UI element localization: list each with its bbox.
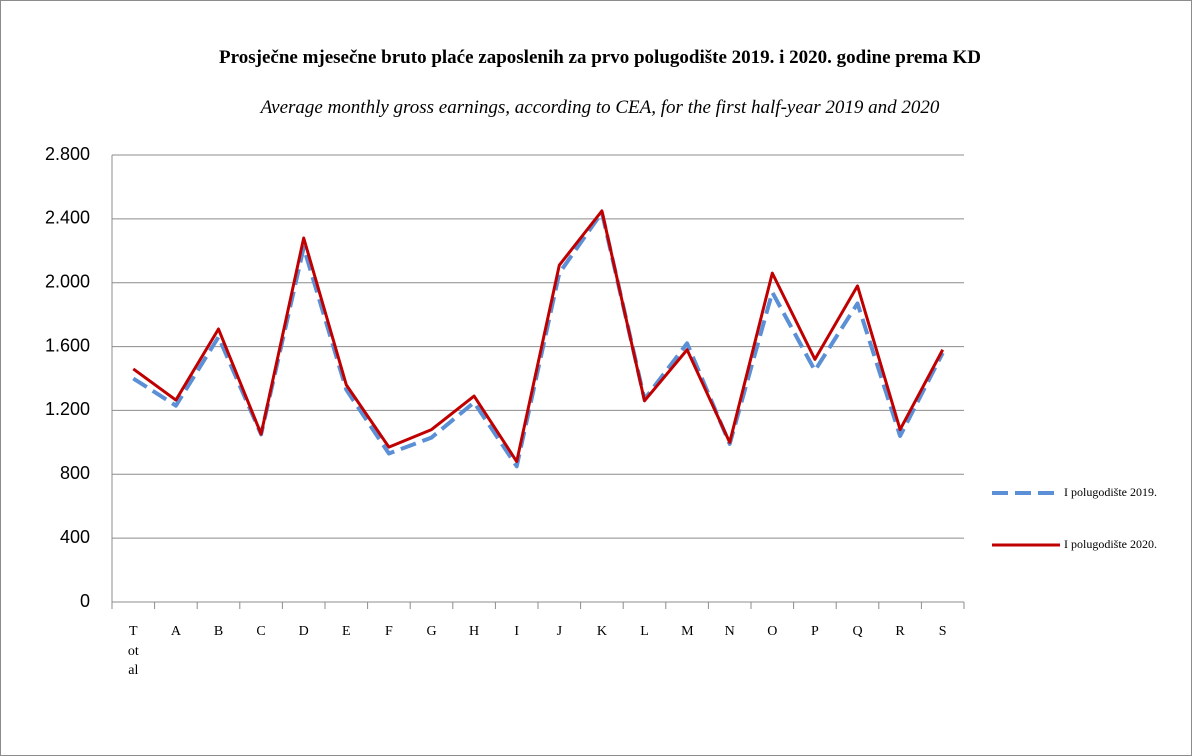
x-tick-label: O <box>767 624 778 639</box>
y-tick-label: 1.600 <box>45 335 90 355</box>
x-tick-label: B <box>213 624 224 639</box>
x-tick-label: F <box>384 624 393 639</box>
chart-title: Prosječne mjesečne bruto plaće zaposleni… <box>219 47 981 68</box>
x-tick-label: J <box>556 624 563 639</box>
x-tick-label: I <box>514 624 520 639</box>
y-tick-label: 2.800 <box>45 144 90 164</box>
x-tick-label: Total <box>127 624 139 678</box>
x-tick-label: K <box>596 624 607 639</box>
x-tick-label: H <box>469 624 480 639</box>
x-tick-label: Q <box>852 624 863 639</box>
y-tick-label: 400 <box>60 527 90 547</box>
legend-label: I polugodište 2019. <box>1064 485 1157 499</box>
legend-label: I polugodište 2020. <box>1064 537 1157 551</box>
x-tick-label: G <box>426 624 437 639</box>
x-tick-label: E <box>342 624 351 639</box>
y-tick-label: 0 <box>80 591 90 611</box>
x-tick-label: R <box>895 624 905 639</box>
chart-subtitle: Average monthly gross earnings, accordin… <box>260 97 940 118</box>
x-tick-label: C <box>256 624 266 639</box>
x-tick-label: L <box>640 624 649 639</box>
x-tick-label: S <box>938 624 947 639</box>
y-tick-label: 2.000 <box>45 271 90 291</box>
x-tick-label: M <box>681 624 694 639</box>
series-line <box>132 210 945 469</box>
y-tick-label: 1.200 <box>45 399 90 419</box>
x-tick-label: A <box>170 624 181 639</box>
x-tick-label: D <box>298 624 309 639</box>
x-tick-label: P <box>810 624 819 639</box>
y-tick-label: 800 <box>60 463 90 483</box>
series-line <box>132 209 945 464</box>
y-tick-label: 2.400 <box>45 208 90 228</box>
x-tick-label: N <box>724 624 735 639</box>
